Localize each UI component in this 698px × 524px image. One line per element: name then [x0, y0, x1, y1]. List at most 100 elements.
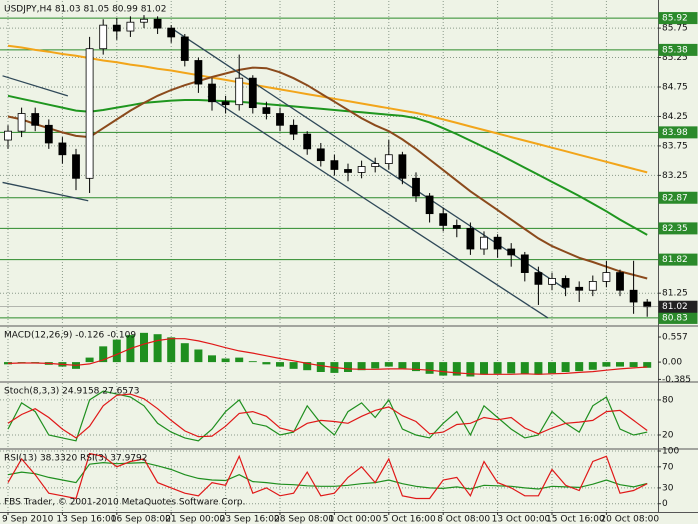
price-label: 82.35	[662, 224, 688, 234]
trend-line	[2, 181, 89, 202]
macd-bar	[153, 334, 162, 363]
candle-body	[248, 77, 257, 109]
candle-body	[561, 278, 570, 288]
candle-body	[153, 18, 162, 29]
macd-bar	[575, 362, 584, 372]
y-tick-label: 0.00	[662, 358, 682, 368]
candle-body	[357, 166, 366, 173]
x-tick-label: 1 Oct 00:00	[328, 515, 381, 524]
macd-bar	[85, 357, 94, 363]
candle-body	[629, 289, 638, 303]
indicator-line	[7, 452, 648, 500]
candle-body	[262, 107, 271, 114]
panel-title: RSI(13) 38.3320 RSI(3) 37.9792	[4, 454, 147, 464]
price-label: 80.83	[662, 313, 688, 323]
price-label-box	[658, 12, 698, 25]
x-tick-label: 16 Sep 08:00	[111, 515, 171, 524]
macd-bar	[194, 349, 203, 363]
candle-body	[452, 225, 461, 229]
price-label: 82.87	[662, 193, 688, 203]
y-tick-label: 0.557	[662, 333, 688, 343]
macd-bar	[221, 358, 230, 363]
x-tick-label: 23 Sep 16:00	[220, 515, 280, 524]
macd-bar	[140, 332, 148, 363]
candle-body	[602, 272, 611, 282]
candle-body	[126, 21, 135, 32]
candle-body	[303, 133, 312, 150]
y-tick-label: 100	[662, 447, 679, 457]
macd-bar	[493, 362, 502, 374]
macd-bar	[208, 355, 216, 363]
macd-bar	[520, 362, 529, 374]
candle-body	[466, 227, 475, 250]
price-label-box	[658, 191, 698, 204]
y-tick-label: 81.25	[662, 289, 688, 299]
trend-line	[207, 95, 549, 319]
price-label-box	[658, 300, 698, 313]
candle-body	[344, 169, 352, 173]
macd-bar	[439, 362, 448, 376]
macd-bar	[643, 362, 652, 368]
macd-bar	[480, 362, 488, 375]
macd-bar	[412, 362, 420, 372]
panel-title: MACD(12,26,9) -0.126 -0.109	[4, 331, 136, 341]
candle-body	[575, 286, 584, 291]
y-tick-label: 80	[662, 395, 674, 405]
candle-body	[330, 160, 339, 170]
y-tick-label: 30	[662, 483, 674, 493]
candle-body	[289, 124, 298, 135]
indicator-line	[7, 461, 648, 490]
macd-bar	[466, 362, 475, 377]
candle-body	[112, 24, 121, 32]
candle-body	[643, 301, 652, 308]
y-tick-label: 84.25	[662, 112, 688, 122]
price-label: 83.98	[662, 128, 688, 138]
candle-body	[180, 36, 189, 61]
x-tick-label: 13 Oct 00:00	[492, 515, 551, 524]
x-tick-label: 13 Sep 16:00	[56, 515, 116, 524]
indicator-line	[7, 94, 648, 236]
candle-body	[235, 77, 244, 106]
macd-bar	[371, 362, 380, 369]
candle-body	[194, 60, 203, 85]
macd-bar	[629, 362, 638, 368]
macd-bar	[99, 346, 108, 363]
macd-bar	[180, 343, 189, 363]
macd-bar	[248, 361, 257, 363]
macd-bar	[303, 362, 312, 371]
x-tick-label: 5 Oct 16:00	[383, 515, 436, 524]
trend-line	[2, 75, 69, 97]
macd-bar	[561, 362, 570, 372]
y-tick-label: 83.75	[662, 141, 688, 151]
macd-bar	[316, 362, 325, 372]
x-tick-label: 20 Oct 08:00	[600, 515, 659, 524]
macd-bar	[289, 362, 298, 369]
candle-body	[588, 281, 597, 291]
price-label-box	[658, 43, 698, 56]
macd-bar	[167, 337, 176, 363]
indicator-line	[7, 393, 648, 439]
price-label-box	[658, 222, 698, 235]
candle-body	[425, 195, 434, 215]
macd-bar	[602, 362, 611, 367]
x-tick-label: 9 Sep 2010	[2, 515, 54, 524]
candle-body	[493, 236, 502, 250]
macd-bar	[548, 362, 556, 374]
candle-body	[398, 154, 407, 179]
candle-body	[507, 248, 516, 256]
x-tick-label: 15 Oct 16:00	[546, 515, 605, 524]
candle-body	[316, 148, 325, 162]
candle-body	[17, 113, 26, 132]
y-tick-label: 84.75	[662, 83, 688, 93]
macd-bar	[425, 362, 434, 374]
candle-body	[480, 236, 488, 250]
macd-bar	[398, 362, 407, 369]
macd-bar	[344, 362, 352, 372]
macd-bar	[17, 362, 26, 363]
candle-body	[99, 24, 108, 50]
x-tick-label: 21 Sep 00:00	[165, 515, 225, 524]
macd-bar	[276, 362, 284, 367]
price-label: 81.02	[662, 302, 688, 312]
x-tick-label: 8 Oct 08:00	[437, 515, 490, 524]
